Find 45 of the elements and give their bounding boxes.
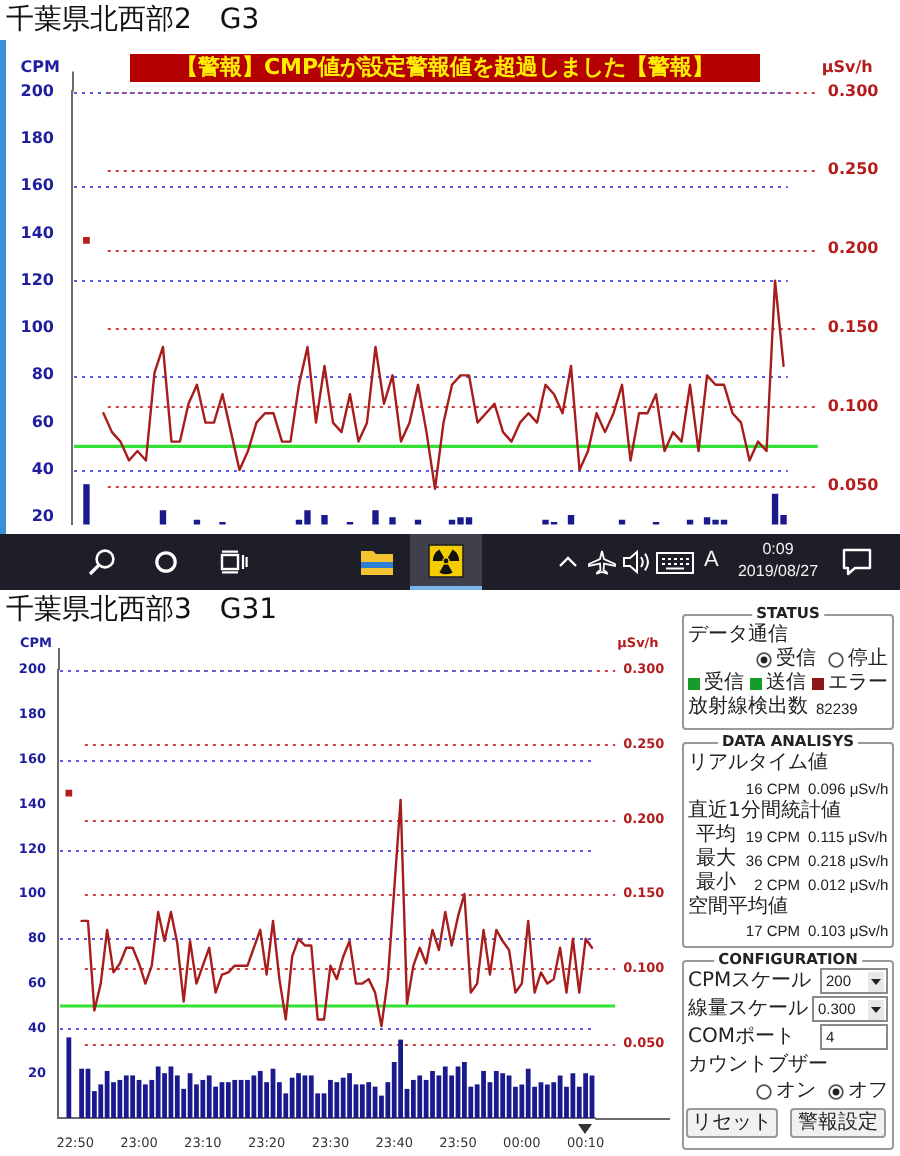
text: 平均 (696, 824, 736, 846)
text: 放射線検出数 (688, 696, 808, 718)
text: 0:09 (762, 540, 794, 560)
text: 送信 (766, 672, 806, 694)
y-tick-label: 20 (31, 507, 55, 526)
y2-axis-title: μSv/h (821, 57, 874, 76)
y2-tick-label: 0.100 (827, 397, 880, 416)
y-tick-label: 120 (20, 270, 55, 289)
text: COMポート (688, 1026, 795, 1048)
text: A (704, 548, 719, 574)
chart-title: 千葉県北西部2 G3 (6, 4, 260, 38)
alert-banner: 【警報】CMP値が設定警報値を超過しました【警報】 (130, 54, 760, 82)
y-axis-title: CPM (20, 57, 61, 76)
text: オフ (848, 1080, 888, 1102)
y-tick-label: 180 (20, 128, 55, 147)
text: オン (776, 1080, 816, 1102)
y-tick-label: 60 (31, 412, 55, 431)
text: 線量スケール (688, 998, 808, 1020)
text: カウントブザー (688, 1054, 828, 1076)
text: リアルタイム値 (688, 752, 828, 774)
text: 空間平均値 (688, 896, 788, 918)
text: データ通信 (688, 624, 788, 646)
text: エラー (828, 672, 888, 694)
y2-tick-label: 0.150 (827, 318, 880, 337)
y-tick-label: 200 (20, 81, 55, 100)
y-tick-label: 80 (31, 365, 55, 384)
text: 受信 (704, 672, 744, 694)
text: 直近1分間統計値 (688, 800, 841, 822)
y-tick-label: 140 (20, 223, 55, 242)
y2-tick-label: 0.050 (827, 475, 880, 494)
y2-tick-label: 0.250 (827, 160, 880, 179)
y-tick-label: 40 (31, 460, 55, 479)
text: CPMスケール (688, 970, 812, 992)
y2-tick-label: 0.200 (827, 239, 880, 258)
button: リセット (686, 1108, 778, 1138)
y2-tick-label: 0.300 (827, 81, 880, 100)
text: 停止 (848, 648, 888, 670)
chart-title: 千葉県北西部3 G31 (6, 594, 278, 628)
y-tick-label: 100 (20, 318, 55, 337)
text: 受信 (776, 648, 816, 670)
text: 最小 (696, 872, 736, 894)
text: 2019/08/27 (737, 562, 819, 582)
y-tick-label: 160 (20, 176, 55, 195)
button: 警報設定 (790, 1108, 886, 1138)
text: 最大 (696, 848, 736, 870)
